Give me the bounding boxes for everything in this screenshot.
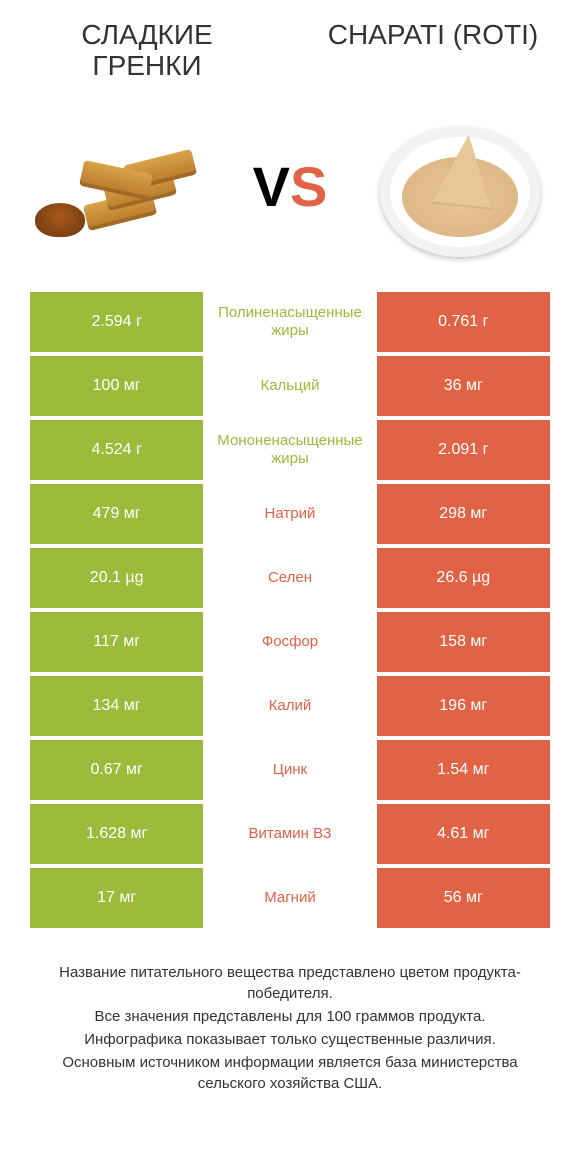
right-product-image (370, 117, 550, 257)
table-row: 1.628 мгВитамин B34.61 мг (30, 804, 550, 864)
vs-row: VS (0, 92, 580, 292)
right-value: 196 мг (377, 676, 550, 736)
nutrient-name: Магний (203, 868, 376, 928)
vs-label: VS (253, 159, 328, 215)
left-product-image (30, 117, 210, 257)
vs-letter-v: V (253, 155, 290, 218)
nutrient-name: Мононенасыщенные жиры (203, 420, 376, 480)
right-value: 158 мг (377, 612, 550, 672)
footer-line-4: Основным источником информации является … (30, 1052, 550, 1094)
table-row: 2.594 гПолиненасыщенные жиры0.761 г (30, 292, 550, 352)
table-row: 17 мгМагний56 мг (30, 868, 550, 928)
header: СЛАДКИЕ ГРЕНКИ CHAPATI (ROTI) (0, 0, 580, 92)
left-value: 100 мг (30, 356, 203, 416)
right-product-title: CHAPATI (ROTI) (316, 20, 550, 82)
right-value: 2.091 г (377, 420, 550, 480)
nutrient-name: Селен (203, 548, 376, 608)
right-value: 26.6 µg (377, 548, 550, 608)
table-row: 0.67 мгЦинк1.54 мг (30, 740, 550, 800)
table-row: 20.1 µgСелен26.6 µg (30, 548, 550, 608)
footer-line-1: Название питательного вещества представл… (30, 962, 550, 1004)
vs-letter-s: S (290, 155, 327, 218)
nutrient-name: Витамин B3 (203, 804, 376, 864)
footer-line-2: Все значения представлены для 100 граммо… (30, 1006, 550, 1027)
left-value: 1.628 мг (30, 804, 203, 864)
left-value: 17 мг (30, 868, 203, 928)
right-value: 1.54 мг (377, 740, 550, 800)
left-product-title: СЛАДКИЕ ГРЕНКИ (30, 20, 264, 82)
right-value: 4.61 мг (377, 804, 550, 864)
left-value: 479 мг (30, 484, 203, 544)
table-row: 100 мгКальций36 мг (30, 356, 550, 416)
nutrient-name: Цинк (203, 740, 376, 800)
nutrient-name: Фосфор (203, 612, 376, 672)
left-value: 4.524 г (30, 420, 203, 480)
right-value: 298 мг (377, 484, 550, 544)
table-row: 4.524 гМононенасыщенные жиры2.091 г (30, 420, 550, 480)
footer-notes: Название питательного вещества представл… (0, 932, 580, 1094)
table-row: 479 мгНатрий298 мг (30, 484, 550, 544)
nutrient-name: Калий (203, 676, 376, 736)
right-value: 0.761 г (377, 292, 550, 352)
left-value: 0.67 мг (30, 740, 203, 800)
nutrient-name: Полиненасыщенные жиры (203, 292, 376, 352)
nutrient-name: Натрий (203, 484, 376, 544)
left-value: 2.594 г (30, 292, 203, 352)
left-value: 117 мг (30, 612, 203, 672)
left-value: 134 мг (30, 676, 203, 736)
table-row: 117 мгФосфор158 мг (30, 612, 550, 672)
footer-line-3: Инфографика показывает только существенн… (30, 1029, 550, 1050)
nutrient-table: 2.594 гПолиненасыщенные жиры0.761 г100 м… (0, 292, 580, 928)
left-value: 20.1 µg (30, 548, 203, 608)
nutrient-name: Кальций (203, 356, 376, 416)
table-row: 134 мгКалий196 мг (30, 676, 550, 736)
right-value: 56 мг (377, 868, 550, 928)
right-value: 36 мг (377, 356, 550, 416)
